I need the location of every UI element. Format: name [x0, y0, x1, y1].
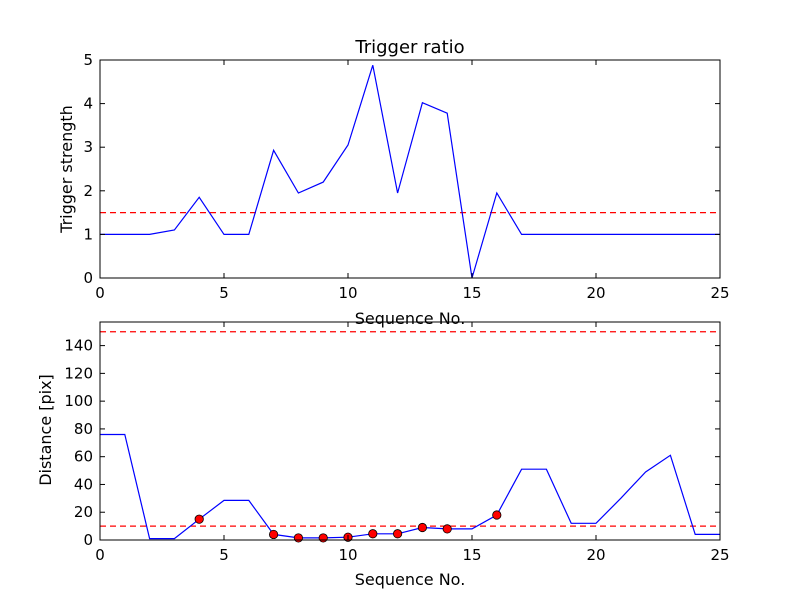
bottom-y-tick-label: 140: [64, 337, 93, 355]
top-x-tick-label: 15: [462, 284, 481, 302]
bottom-y-tick-label: 40: [74, 475, 93, 493]
bottom-axes-frame: [99, 321, 721, 541]
bottom-y-tick-label: 120: [64, 364, 93, 382]
bottom-axes: 0 5 10 15 20 25 0 20 40 60 80 100 120 140: [64, 321, 730, 564]
bottom-marker-point: [492, 510, 502, 520]
top-y-tick-label: 1: [83, 225, 93, 243]
bottom-x-tick-label: 15: [462, 546, 481, 564]
bottom-marker-point: [442, 524, 452, 534]
bottom-marker-point: [368, 529, 378, 539]
bottom-marker-point: [392, 529, 403, 539]
top-y-tick-label: 3: [83, 138, 93, 156]
top-y-tick-label: 4: [83, 95, 93, 113]
bottom-subplot: 0 5 10 15 20 25 0 20 40 60 80 100 120 140 Sequence No…: [36, 321, 730, 589]
bottom-x-tick-label: 10: [338, 546, 357, 564]
bottom-y-tick-label: 0: [83, 531, 93, 549]
bottom-marker-point: [293, 533, 303, 543]
bottom-marker-point: [417, 522, 427, 533]
bottom-marker-point: [268, 529, 279, 540]
top-x-tick-label: 25: [710, 284, 729, 302]
bottom-marker-point: [318, 533, 328, 543]
bottom-x-tick-label: 20: [586, 546, 605, 564]
top-x-axis-label: Sequence No.: [355, 309, 466, 328]
bottom-plot-data: [100, 331, 720, 543]
bottom-marker-point: [194, 514, 204, 524]
top-x-tick-label: 20: [586, 284, 605, 302]
top-y-tick-label: 0: [83, 269, 93, 287]
top-y-tick-label: 2: [83, 182, 93, 200]
top-y-axis-label: Trigger strength: [57, 105, 76, 234]
bottom-x-tick-label: 25: [710, 546, 729, 564]
top-x-tick-label: 0: [95, 284, 105, 302]
bottom-x-tick-label: 5: [219, 546, 229, 564]
bottom-x-tick-label: 0: [95, 546, 105, 564]
top-axes: 0 5 10 15 20 25 0 1 2 3 4 5: [83, 51, 729, 302]
top-plot-data: [100, 65, 720, 279]
bottom-y-tick-label: 20: [74, 503, 93, 521]
bottom-y-axis-label: Distance [pix]: [36, 374, 55, 486]
top-series-line-0: [100, 65, 720, 279]
bottom-y-tick-label: 100: [64, 392, 93, 410]
bottom-y-tick-label: 60: [74, 448, 93, 466]
bottom-series-line-0: [100, 433, 720, 540]
top-axes-frame: [99, 59, 721, 279]
top-x-tick-label: 5: [219, 284, 229, 302]
bottom-y-tick-label: 80: [74, 420, 93, 438]
top-x-tick-label: 10: [338, 284, 357, 302]
top-y-tick-label: 5: [83, 51, 93, 69]
bottom-x-axis-label: Sequence No.: [355, 570, 466, 589]
top-subplot: Trigger ratio 0 5 10 15 20 25 0 1 2 3 4 5 Sequence …: [57, 37, 730, 328]
chart-title: Trigger ratio: [354, 37, 464, 58]
